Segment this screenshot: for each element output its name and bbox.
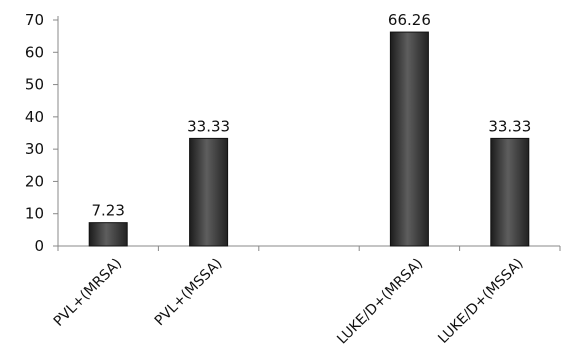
- y-tick-label: 0: [34, 237, 44, 255]
- bar: [490, 137, 530, 247]
- data-label: 66.26: [388, 11, 431, 29]
- bar: [389, 31, 429, 247]
- category-label: LUKE/D+(MRSA): [334, 256, 426, 348]
- data-label: 7.23: [91, 202, 124, 220]
- category-label: PVL+(MSSA): [152, 256, 226, 330]
- y-tick-label: 20: [25, 172, 44, 190]
- y-tick-label: 40: [25, 108, 44, 126]
- category-label: LUKE/D+(MSSA): [435, 256, 526, 347]
- y-tick-label: 10: [25, 205, 44, 223]
- bars: [88, 31, 530, 247]
- y-tick-label: 70: [25, 11, 44, 29]
- labels: 7.23 PVL+(MRSA) 33.33 PVL+(MSSA) 66.26 LUKE/D…: [51, 11, 532, 347]
- bar: [189, 137, 229, 247]
- category-label: PVL+(MRSA): [51, 256, 125, 330]
- y-tick-label: 30: [25, 140, 44, 158]
- y-tick-label: 60: [25, 43, 44, 61]
- bar: [88, 222, 128, 247]
- data-label: 33.33: [187, 117, 230, 135]
- y-tick-label: 50: [25, 76, 44, 94]
- data-label: 33.33: [488, 117, 531, 135]
- axes: 0 10 20 30 40 50 60 70: [25, 11, 561, 255]
